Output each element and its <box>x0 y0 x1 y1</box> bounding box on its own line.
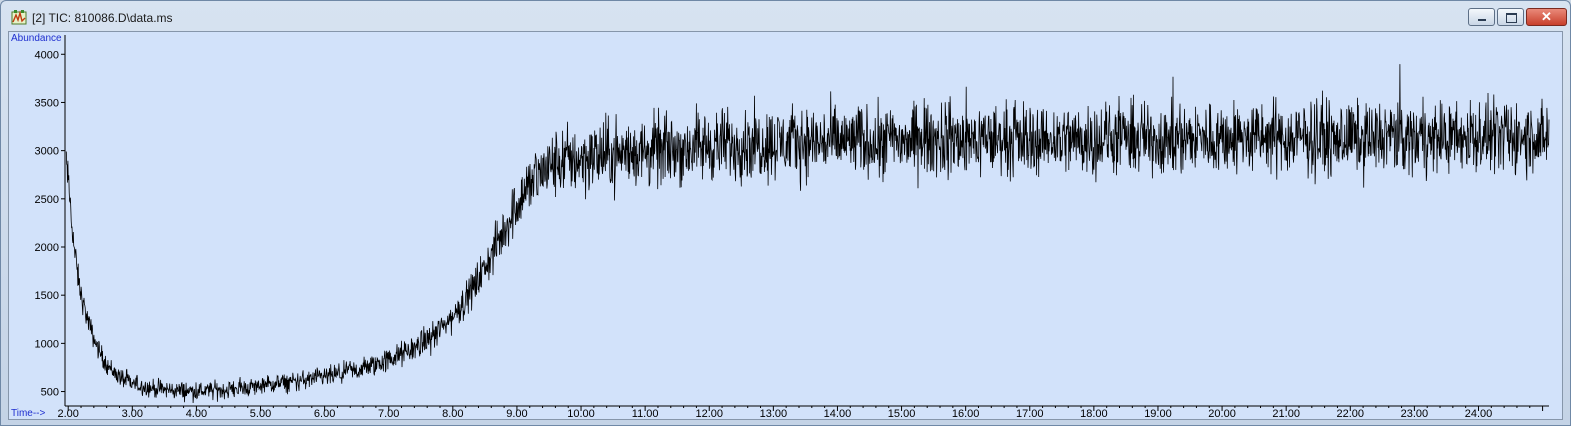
chromatogram-plot-area[interactable]: 500 1000 1500 2000 2500 3000 3500 4000 2.00 3.00… <box>8 31 1563 420</box>
x-tick-label: 20.00 <box>1208 408 1236 419</box>
y-tick-label: 3000 <box>35 146 59 158</box>
y-tick-label: 2000 <box>35 242 59 254</box>
x-tick-label: 6.00 <box>314 408 335 419</box>
x-tick-label: 22.00 <box>1337 408 1365 419</box>
y-tick-label: 2500 <box>35 194 59 206</box>
x-tick-label: 8.00 <box>442 408 463 419</box>
title-bar[interactable]: [2] TIC: 810086.D\data.ms ✕ <box>1 1 1570 31</box>
x-tick-label: 13.00 <box>760 408 788 419</box>
maximize-button[interactable] <box>1497 8 1524 26</box>
x-tick-label: 5.00 <box>250 408 271 419</box>
y-tick-label: 3500 <box>35 97 59 109</box>
x-tick-label: 12.00 <box>695 408 723 419</box>
x-tick-label: 16.00 <box>952 408 980 419</box>
x-tick-label: 7.00 <box>378 408 399 419</box>
y-axis-title: Abundance <box>11 33 62 44</box>
x-tick-label: 23.00 <box>1401 408 1429 419</box>
x-tick-label: 19.00 <box>1144 408 1172 419</box>
x-tick-label: 24.00 <box>1465 408 1493 419</box>
x-axis-ticks: 2.00 3.00 4.00 5.00 6.00 7.00 8.00 9.00 10.00 11.… <box>57 406 1544 419</box>
x-tick-label: 11.00 <box>632 408 659 419</box>
window-title: [2] TIC: 810086.D\data.ms <box>32 11 173 25</box>
y-tick-label: 1000 <box>35 338 59 350</box>
x-axis-title: Time--> <box>11 408 46 419</box>
y-tick-label: 4000 <box>35 49 59 61</box>
chromatogram-app-icon <box>11 10 27 25</box>
x-tick-label: 9.00 <box>506 408 527 419</box>
y-tick-label: 500 <box>41 387 59 399</box>
x-tick-label: 10.00 <box>567 408 595 419</box>
y-axis-ticks: 500 1000 1500 2000 2500 3000 3500 4000 <box>35 49 65 399</box>
close-icon: ✕ <box>1541 9 1552 24</box>
x-tick-label: 15.00 <box>888 408 916 419</box>
close-button[interactable]: ✕ <box>1526 8 1567 26</box>
x-tick-label: 2.00 <box>57 408 78 419</box>
y-tick-label: 1500 <box>35 290 59 302</box>
minimize-button[interactable] <box>1468 8 1495 26</box>
tic-trace-line <box>65 64 1550 404</box>
x-tick-label: 18.00 <box>1080 408 1108 419</box>
chromatogram-chart[interactable]: 500 1000 1500 2000 2500 3000 3500 4000 2.00 3.00… <box>9 32 1562 419</box>
x-tick-label: 4.00 <box>186 408 207 419</box>
x-tick-label: 17.00 <box>1016 408 1044 419</box>
x-tick-label: 3.00 <box>122 408 143 419</box>
x-tick-label: 14.00 <box>824 408 852 419</box>
x-tick-label: 21.00 <box>1272 408 1300 419</box>
